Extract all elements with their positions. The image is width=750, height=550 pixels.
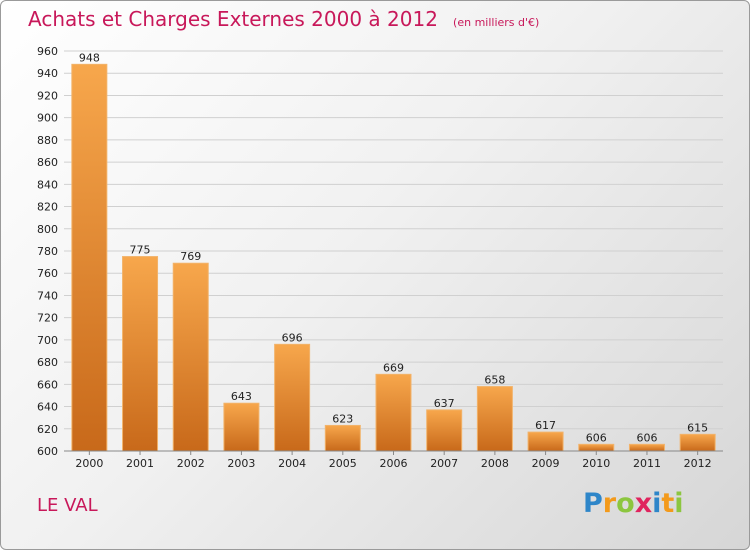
bar-2001 [122,256,159,452]
x-tick-label: 2010 [582,457,610,470]
logo-letter: o [616,488,635,519]
bar-2000 [71,63,108,452]
x-tick-label: 2011 [633,457,661,470]
bar-2010 [578,443,615,452]
x-tick-label: 2003 [227,457,255,470]
y-tick-label: 840 [37,178,58,191]
y-tick-label: 960 [37,45,58,58]
bar-value-label: 615 [687,421,708,434]
logo-letter: P [583,488,603,519]
chart-title-main: Achats et Charges Externes 2000 à 2012 [28,7,438,31]
y-axis-ticks: 600 620 640 660 680 700 720 740 760 780 800 820 840 8… [37,45,58,458]
y-tick-label: 820 [37,201,58,214]
bar-2003 [223,402,260,452]
x-tick-label: 2006 [380,457,408,470]
bar-2002 [172,262,209,452]
bar-2005 [324,424,361,452]
bar-2009 [527,431,564,452]
bar-value-label: 643 [231,390,252,403]
bar-value-label: 617 [535,419,556,432]
y-tick-label: 900 [37,112,58,125]
bar-2012 [679,433,716,452]
chart-title-unit: (en milliers d'€) [453,16,540,29]
x-tick-label: 2002 [177,457,205,470]
logo-letter: i [674,488,684,519]
x-tick-label: 2008 [481,457,509,470]
x-tick-label: 2001 [126,457,154,470]
y-tick-label: 660 [37,378,58,391]
logo-letter: r [602,488,617,519]
bar-value-label: 606 [586,431,607,444]
y-tick-label: 640 [37,401,58,414]
chart-title: Achats et Charges Externes 2000 à 2012 (… [28,7,539,31]
x-tick-label: 2012 [684,457,712,470]
bar-2004 [274,343,311,452]
x-axis-ticks: 2000 2001 2002 2003 2004 2005 2006 2007 2008 2009… [75,451,712,470]
y-tick-label: 600 [37,445,58,458]
x-tick-label: 2004 [278,457,306,470]
bar-value-label: 658 [484,374,505,387]
y-tick-label: 920 [37,89,58,102]
y-tick-label: 720 [37,312,58,325]
y-tick-label: 680 [37,356,58,369]
bar-value-label: 623 [332,412,353,425]
logo-letter: t [661,488,675,519]
bar-value-label: 948 [79,51,100,64]
bar-2006 [375,373,412,452]
x-tick-label: 2009 [532,457,560,470]
y-tick-label: 940 [37,67,58,80]
logo-letter: x [634,488,653,519]
y-tick-label: 620 [37,423,58,436]
x-tick-label: 2005 [329,457,357,470]
bar-value-label: 696 [282,331,303,344]
y-tick-label: 880 [37,134,58,147]
y-tick-label: 760 [37,267,58,280]
bars: 948 775 769 643 696 623 669 637 658 617 606 606 615 [71,51,716,452]
bar-value-label: 669 [383,361,404,374]
y-tick-label: 800 [37,223,58,236]
bar-value-label: 769 [180,250,201,263]
y-tick-label: 700 [37,334,58,347]
bar-2007 [426,409,463,452]
bar-2008 [476,386,513,452]
commune-name: LE VAL [37,495,98,516]
bar-2011 [628,443,665,452]
proxiti-logo: Proxiti [583,488,684,519]
bar-value-label: 775 [130,244,151,257]
x-tick-label: 2000 [75,457,103,470]
y-tick-label: 740 [37,289,58,302]
logo-letter: i [652,488,662,519]
x-tick-label: 2007 [430,457,458,470]
bar-value-label: 637 [434,397,455,410]
y-tick-label: 780 [37,245,58,258]
y-tick-label: 860 [37,156,58,169]
bar-value-label: 606 [636,431,657,444]
